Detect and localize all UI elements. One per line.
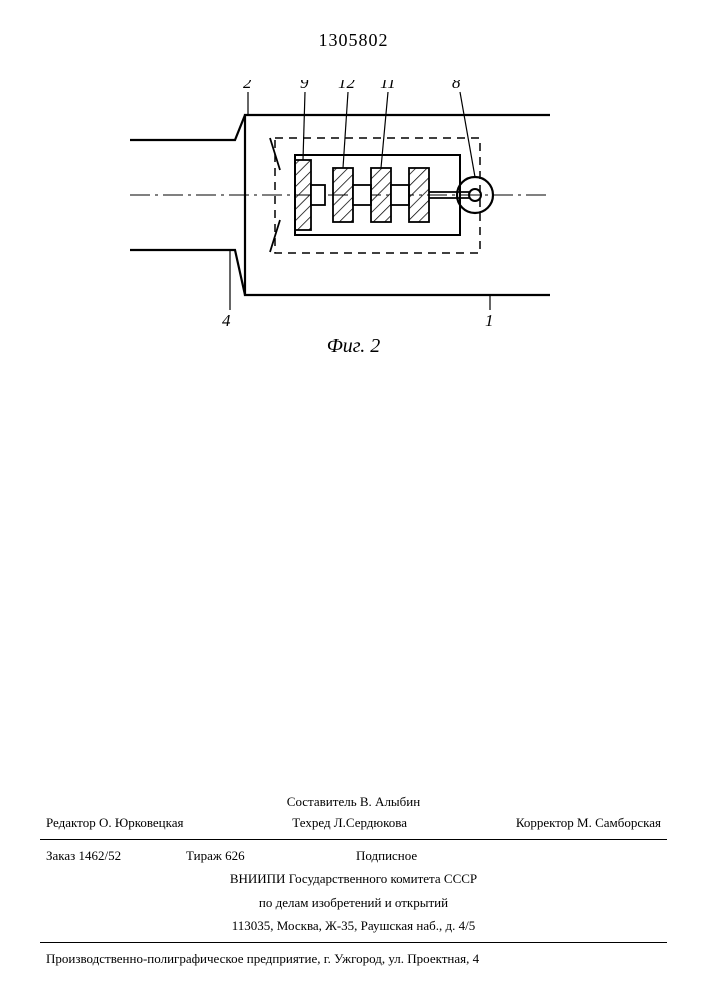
org-address: 113035, Москва, Ж-35, Раушская наб., д. … — [40, 914, 667, 938]
tech-credit: Техред Л.Сердюкова — [292, 813, 407, 833]
figure-caption: Фиг. 2 — [0, 335, 707, 358]
editor-credit: Редактор О. Юрковецкая — [46, 813, 184, 833]
patent-number: 1305802 — [0, 30, 707, 51]
org-line-1: ВНИИПИ Государственного комитета СССР — [40, 867, 667, 891]
subscription-label: Подписное — [356, 846, 661, 866]
divider — [40, 839, 667, 840]
figure-label-11: 11 — [380, 80, 396, 92]
figure-2: 2 9 12 11 8 4 1 — [130, 80, 550, 330]
figure-label-9: 9 — [300, 80, 309, 92]
printer-line: Производственно-полиграфическое предприя… — [40, 947, 667, 971]
figure-label-4: 4 — [222, 311, 231, 330]
figure-label-1: 1 — [485, 311, 494, 330]
org-line-2: по делам изобретений и открытий — [40, 891, 667, 915]
tirage: Тираж 626 — [186, 846, 356, 866]
corrector-credit: Корректор М. Самборская — [516, 813, 661, 833]
figure-label-2: 2 — [243, 80, 252, 92]
figure-label-8: 8 — [452, 80, 461, 92]
colophon: Составитель В. Алыбин Редактор О. Юркове… — [40, 790, 667, 971]
divider — [40, 942, 667, 943]
order-number: Заказ 1462/52 — [46, 846, 186, 866]
figure-label-12: 12 — [338, 80, 356, 92]
compiler-credit: Составитель В. Алыбин — [40, 790, 667, 814]
